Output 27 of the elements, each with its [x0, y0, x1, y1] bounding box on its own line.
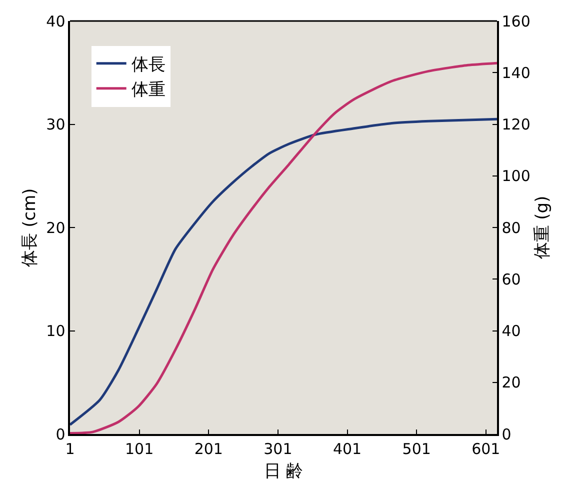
line-series: [70, 118, 497, 426]
y2-tick-label: 140: [502, 64, 530, 82]
x-tick-label: 401: [332, 440, 362, 458]
y-tick-label: 40: [46, 12, 66, 30]
y-tick-label: 20: [46, 218, 66, 237]
y2-tick-label: 100: [502, 167, 530, 186]
y2-tick-label: 60: [502, 270, 521, 288]
x-tick-label: 301: [264, 440, 292, 458]
legend-label: 体重: [131, 80, 166, 100]
y2-tick-label: 160: [502, 12, 530, 30]
y2-tick-label: 120: [502, 116, 530, 134]
y-tick-label: 0: [56, 425, 66, 444]
y-axis-title: 体長 (cm): [20, 188, 40, 267]
x-axis-title: 日 齢: [264, 462, 304, 482]
legend-label: 体長: [131, 54, 166, 75]
y2-tick-label: 40: [502, 322, 521, 340]
y-tick-label: 30: [46, 116, 66, 134]
y2-tick-label: 80: [502, 218, 521, 237]
x-tick-label: 101: [125, 440, 154, 458]
x-tick-label: 601: [472, 440, 500, 458]
x-tick-label: 1: [65, 440, 75, 458]
y2-tick-label: 20: [502, 374, 521, 392]
y2-tick-label: 0: [502, 425, 512, 444]
x-tick-label: 501: [402, 440, 431, 458]
y2-axis-title: 体重 (g): [532, 196, 552, 260]
x-tick-label: 201: [194, 440, 223, 458]
y-tick-label: 10: [46, 322, 66, 340]
